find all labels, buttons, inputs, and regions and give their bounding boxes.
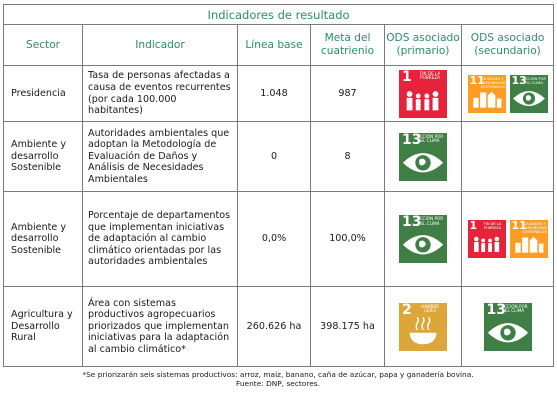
city-icon (514, 236, 543, 253)
ods-label: HAMBRE CERO (420, 303, 440, 314)
ods-icons: 13 ACCIÓN POR EL CLIMA (385, 215, 461, 263)
footnote: *Se priorizarán seis sistemas productivo… (82, 370, 474, 379)
ods-secondary-cell: 1 FIN DE LA POBREZA 11 CIUDADES Y COMUNIDAD… (460, 191, 555, 287)
ods-icons: 11 CIUDADES Y COMUNIDADES SOSTENIBLES 13 AC… (462, 74, 553, 113)
ods-icons: 1 FIN DE LA POBREZA 11 CIUDADES Y COMUNIDAD… (462, 220, 553, 258)
ods-icons: 2 HAMBRE CERO (385, 302, 461, 351)
results-indicators-table: Indicadores de resultado Sector Indicado… (2, 4, 555, 367)
ods-label: FIN DE LA POBREZA (419, 70, 441, 81)
ods-number: 2 (402, 302, 412, 318)
ods-number: 1 (469, 220, 478, 232)
ods-icons: 13 ACCIÓN POR EL CLIMA (385, 132, 461, 181)
sector-cell: Agricultura y Desarrollo Rural (3, 286, 83, 367)
bowl-icon (409, 316, 437, 344)
ods-label: FIN DE LA POBREZA (483, 222, 502, 230)
ods-secondary-cell: 11 CIUDADES Y COMUNIDADES SOSTENIBLES 13 AC… (460, 65, 555, 122)
ods-number: 13 (402, 132, 422, 148)
indicator-cell: Tasa de personas afectadas a causa de ev… (82, 65, 238, 122)
ods-label: ACCIÓN POR EL CLIMA (416, 133, 444, 144)
eye-earth-icon (487, 322, 528, 342)
ods-primary-cell: 1 FIN DE LA POBREZA (384, 65, 462, 122)
ods-primary-cell: 13 ACCIÓN POR EL CLIMA (384, 121, 462, 192)
header-indicador: Indicador (82, 24, 238, 66)
ods-13-tile: 13 ACCIÓN POR EL CLIMA (483, 302, 532, 351)
header-sector: Sector (3, 24, 83, 66)
sector-cell: Ambiente y desarrollo Sostenible (3, 191, 83, 287)
baseline-cell: 0 (237, 121, 311, 192)
table-row: Agricultura y Desarrollo Rural Área con … (3, 286, 555, 367)
ods-secondary-cell (460, 121, 555, 192)
source-note: Fuente: DNP, sectores. (236, 379, 320, 389)
ods-number: 13 (402, 215, 422, 230)
ods-11-tile: 11 CIUDADES Y COMUNIDADES SOSTENIBLES (467, 74, 506, 113)
eye-earth-icon (512, 90, 545, 106)
family-icon (406, 90, 439, 110)
ods-secondary-cell: 13 ACCIÓN POR EL CLIMA (460, 286, 555, 367)
ods-label: CIUDADES Y COMUNIDADES SOSTENIBLES (480, 76, 506, 89)
family-icon (473, 236, 499, 252)
header-linea-base: Línea base (237, 24, 311, 66)
eye-earth-icon (402, 235, 444, 255)
ods-icons: 1 FIN DE LA POBREZA (385, 69, 461, 118)
ods-label: ACCIÓN POR EL CLIMA (416, 216, 444, 226)
indicator-cell: Área con sistemas productivos agropecuar… (82, 286, 238, 367)
goal-cell: 987 (310, 65, 385, 122)
table-row: Presidencia Tasa de personas afectadas a… (3, 65, 555, 122)
ods-1-tile: 1 FIN DE LA POBREZA (399, 69, 447, 118)
ods-1-tile: 1 FIN DE LA POBREZA (467, 220, 506, 258)
ods-11-tile: 11 CIUDADES Y COMUNIDADES SOSTENIBLES (509, 220, 548, 258)
baseline-cell: 260.626 ha (237, 286, 311, 367)
ods-number: 1 (402, 69, 412, 85)
ods-number: 11 (511, 220, 527, 232)
ods-label: CIUDADES Y COMUNIDADES SOSTENIBLES (522, 222, 548, 234)
table-row: Ambiente y desarrollo Sostenible Autorid… (3, 121, 555, 192)
ods-13-tile: 13 ACCIÓN POR EL CLIMA (399, 132, 447, 181)
city-icon (472, 91, 501, 108)
table-footnotes: *Se priorizarán seis sistemas productivo… (3, 370, 553, 389)
header-meta: Meta del cuatrienio (310, 24, 385, 66)
ods-icons: 13 ACCIÓN POR EL CLIMA (462, 302, 553, 351)
ods-primary-cell: 2 HAMBRE CERO (384, 286, 462, 367)
ods-number: 13 (511, 74, 527, 87)
indicator-cell: Porcentaje de departamentos que implemen… (82, 191, 238, 287)
eye-earth-icon (402, 152, 444, 172)
ods-2-tile: 2 HAMBRE CERO (399, 302, 447, 351)
goal-cell: 100,0% (310, 191, 385, 287)
ods-13-tile: 13 ACCIÓN POR EL CLIMA (399, 215, 447, 263)
ods-number: 13 (486, 302, 507, 318)
ods-13-tile: 13 ACCIÓN POR EL CLIMA (509, 74, 548, 113)
header-ods-primario: ODS asociado (primario) (384, 24, 462, 66)
table-title: Indicadores de resultado (2, 4, 555, 25)
sector-cell: Presidencia (3, 65, 83, 122)
ods-primary-cell: 13 ACCIÓN POR EL CLIMA (384, 191, 462, 287)
goal-cell: 398.175 ha (310, 286, 385, 367)
indicator-cell: Autoridades ambientales que adoptan la M… (82, 121, 238, 192)
goal-cell: 8 (310, 121, 385, 192)
sector-cell: Ambiente y desarrollo Sostenible (3, 121, 83, 192)
baseline-cell: 0,0% (237, 191, 311, 287)
table-row: Ambiente y desarrollo Sostenible Porcent… (3, 191, 555, 287)
ods-number: 11 (469, 74, 485, 87)
ods-label: ACCIÓN POR EL CLIMA (501, 303, 528, 314)
results-indicators-table-container: Indicadores de resultado Sector Indicado… (2, 4, 555, 389)
header-row: Sector Indicador Línea base Meta del cua… (3, 24, 555, 66)
header-ods-secundario: ODS asociado (secundario) (460, 24, 555, 66)
ods-label: ACCIÓN POR EL CLIMA (523, 76, 546, 85)
baseline-cell: 1.048 (237, 65, 311, 122)
